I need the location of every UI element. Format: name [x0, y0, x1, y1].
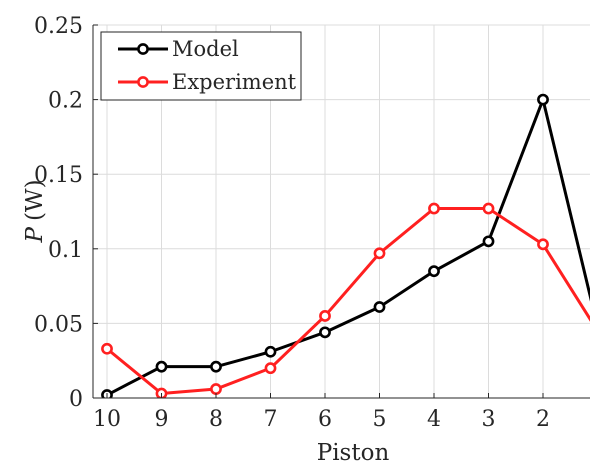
y-axis-label-variable: P — [22, 227, 48, 244]
series-line-experiment — [106, 207, 590, 396]
y-axis-ticks: 0 0.05 0.1 0.15 0.2 0.25 — [34, 14, 98, 412]
data-point-model — [264, 345, 277, 358]
y-axis-label-unit: (W) — [22, 179, 48, 221]
x-tick-label: 7 — [264, 407, 278, 432]
data-point-experiment — [319, 310, 331, 322]
data-point-experiment — [537, 238, 549, 251]
x-tick-label: 10 — [93, 407, 121, 432]
legend-experiment-label: Experiment — [172, 70, 297, 94]
legend-model-label: Model — [172, 37, 239, 61]
x-tick-label: 4 — [427, 407, 441, 432]
x-tick-label: 5 — [373, 407, 387, 432]
y-axis-label: P (W) — [22, 179, 48, 243]
data-point-experiment — [210, 383, 222, 395]
data-point-model — [537, 93, 549, 106]
y-tick-label: 0.1 — [48, 238, 83, 263]
y-tick-label: 0 — [69, 387, 83, 412]
data-point-experiment — [373, 247, 386, 260]
legend-model-marker — [137, 43, 149, 55]
data-point-experiment — [482, 202, 495, 215]
data-point-model — [319, 326, 331, 339]
x-tick-label: 9 — [155, 407, 169, 432]
data-point-experiment — [264, 362, 277, 375]
svg-text:P(W): P (W) — [22, 179, 48, 243]
legend-experiment-marker — [137, 76, 149, 88]
x-tick-label: 6 — [318, 407, 332, 432]
y-tick-label: 0.15 — [34, 163, 83, 188]
y-tick-label: 0.25 — [34, 14, 83, 39]
y-tick-label: 0.2 — [48, 89, 83, 114]
data-point-model — [482, 235, 495, 248]
x-axis-label: Piston — [317, 440, 390, 464]
y-tick-label: 0.05 — [34, 312, 83, 337]
data-point-model — [373, 301, 386, 313]
x-tick-label: 8 — [209, 407, 223, 432]
legend: Model Experiment — [100, 31, 302, 101]
x-axis-ticks: 10 9 8 7 6 5 4 3 2 — [93, 393, 550, 432]
data-point-experiment — [428, 202, 440, 215]
x-tick-label: 2 — [536, 407, 550, 432]
x-tick-label: 3 — [482, 407, 496, 432]
data-point-model — [155, 360, 168, 373]
data-point-model — [428, 265, 440, 278]
legend-box — [100, 31, 302, 101]
series-line-model — [106, 98, 590, 397]
series-layer — [101, 93, 590, 398]
data-point-experiment — [101, 342, 113, 355]
data-point-model — [210, 360, 222, 373]
